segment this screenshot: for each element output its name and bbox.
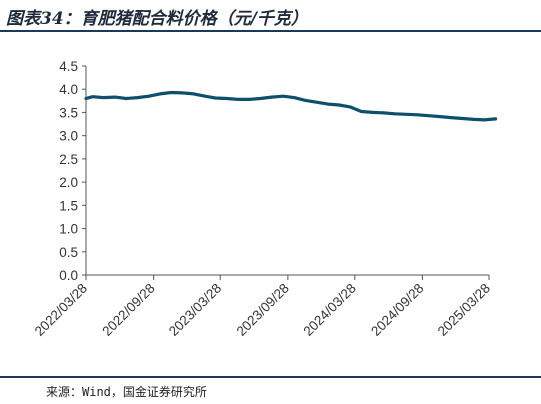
series-layer — [84, 90, 498, 122]
x-tick-label: 2024/09/28 — [368, 281, 426, 339]
title-rule — [0, 30, 541, 32]
bottom-rule — [0, 376, 541, 378]
price-line-chart: 0.0 0.5 1.0 1.5 2.0 2.5 3.0 3.5 4.0 4.5 2022/03/2… — [32, 59, 498, 339]
y-tick-label: 1.0 — [59, 222, 78, 237]
y-tick-label: 4.0 — [59, 82, 78, 97]
x-tick-label: 2022/03/28 — [32, 281, 90, 339]
price-series-line — [84, 90, 498, 122]
figure-title: 图表34：育肥猪配合料价格（元/千克） — [6, 9, 308, 29]
y-tick-label: 2.5 — [59, 152, 78, 167]
x-axis: 2022/03/28 2022/09/28 2023/03/28 2023/09/28… — [32, 274, 493, 339]
y-tick-label: 3.5 — [59, 105, 78, 120]
y-tick-label: 1.5 — [59, 198, 78, 213]
y-tick-label: 2.0 — [59, 175, 78, 190]
x-tick-label: 2025/03/28 — [435, 281, 493, 339]
y-tick-label: 0.0 — [59, 268, 78, 283]
source-note: 来源：Wind，国金证券研究所 — [46, 385, 207, 399]
y-tick-label: 3.0 — [59, 129, 78, 144]
y-tick-label: 4.5 — [59, 59, 78, 74]
x-tick-label: 2022/09/28 — [99, 281, 157, 339]
y-tick-label: 0.5 — [59, 245, 78, 260]
x-tick-label: 2024/03/28 — [301, 281, 359, 339]
y-axis: 0.0 0.5 1.0 1.5 2.0 2.5 3.0 3.5 4.0 4.5 — [59, 59, 87, 283]
x-tick-label: 2023/03/28 — [166, 281, 224, 339]
x-tick-label: 2023/09/28 — [234, 281, 292, 339]
